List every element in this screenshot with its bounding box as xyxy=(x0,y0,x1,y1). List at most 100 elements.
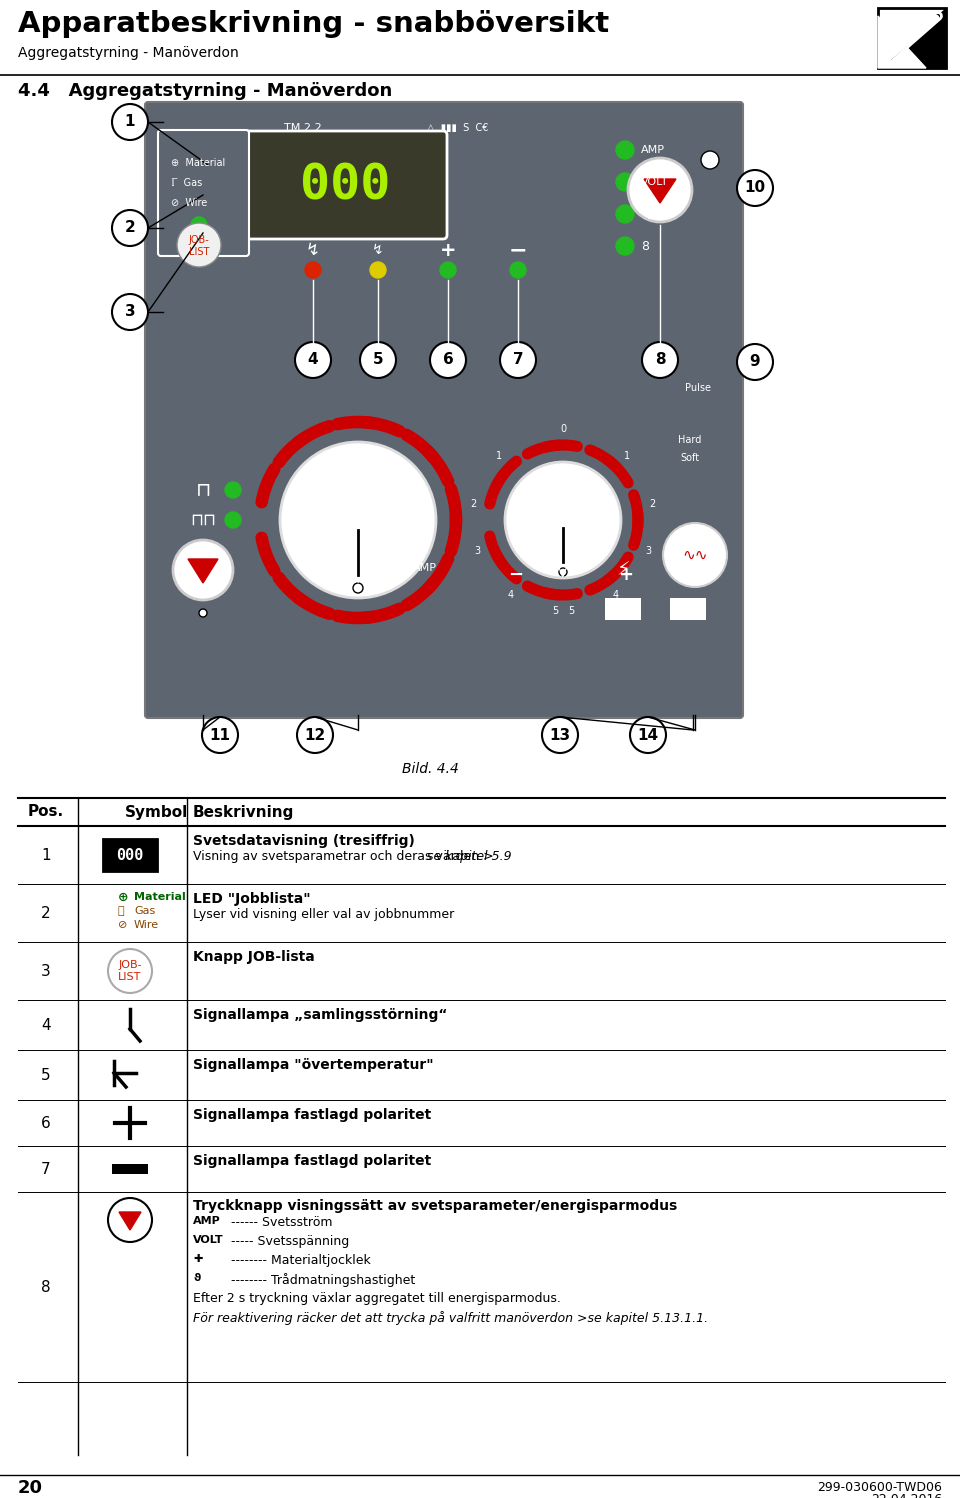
Circle shape xyxy=(616,237,634,255)
Text: 1: 1 xyxy=(125,114,135,129)
Circle shape xyxy=(112,103,148,139)
Circle shape xyxy=(177,223,221,267)
Circle shape xyxy=(642,342,678,377)
Text: ∿∿: ∿∿ xyxy=(683,547,708,563)
Circle shape xyxy=(430,342,466,377)
Text: 1: 1 xyxy=(41,848,51,863)
Circle shape xyxy=(108,1198,152,1242)
Text: 13: 13 xyxy=(549,728,570,743)
Circle shape xyxy=(202,718,238,753)
Text: 5: 5 xyxy=(567,605,574,616)
Text: 2: 2 xyxy=(125,220,135,235)
Text: JOB-: JOB- xyxy=(188,235,209,246)
Text: ⌶: ⌶ xyxy=(118,906,125,915)
Text: Signallampa „samlingsstörning“: Signallampa „samlingsstörning“ xyxy=(193,1008,447,1022)
Text: LIST: LIST xyxy=(189,247,209,258)
Text: se kapitel 5.9: se kapitel 5.9 xyxy=(427,849,512,863)
Text: ⊕  Material: ⊕ Material xyxy=(171,157,226,168)
Text: Wire: Wire xyxy=(134,920,159,930)
Text: Hard: Hard xyxy=(679,434,702,445)
Text: Gas: Gas xyxy=(134,906,156,915)
Text: ⊓⊓: ⊓⊓ xyxy=(190,511,216,529)
FancyBboxPatch shape xyxy=(878,7,946,67)
FancyBboxPatch shape xyxy=(605,598,641,620)
Text: ⊓: ⊓ xyxy=(196,481,210,499)
Text: Signallampa fastlagd polaritet: Signallampa fastlagd polaritet xyxy=(193,1109,431,1122)
Polygon shape xyxy=(188,559,218,583)
Circle shape xyxy=(616,205,634,223)
Text: Signallampa "övertemperatur": Signallampa "övertemperatur" xyxy=(193,1058,434,1073)
Text: VOLT: VOLT xyxy=(641,177,668,187)
Circle shape xyxy=(297,718,333,753)
Circle shape xyxy=(360,342,396,377)
Text: Material: Material xyxy=(134,891,185,902)
Text: 6: 6 xyxy=(443,352,453,367)
Polygon shape xyxy=(878,16,926,67)
Circle shape xyxy=(663,523,727,587)
Text: ↯: ↯ xyxy=(306,241,320,259)
Text: Knapp JOB-lista: Knapp JOB-lista xyxy=(193,950,315,965)
Text: 8: 8 xyxy=(372,574,380,587)
Polygon shape xyxy=(119,1212,141,1230)
Text: AMP: AMP xyxy=(413,563,437,574)
Text: 000: 000 xyxy=(300,160,390,210)
Circle shape xyxy=(191,217,207,234)
Circle shape xyxy=(440,262,456,279)
Text: AMP: AMP xyxy=(641,145,665,154)
Text: △  ▮▮▮  S  C€: △ ▮▮▮ S C€ xyxy=(427,123,489,133)
Text: 12: 12 xyxy=(304,728,325,743)
Text: Beskrivning: Beskrivning xyxy=(193,804,295,819)
Text: För reaktivering räcker det att trycka på valfritt manöverdon >se kapitel 5.13.1: För reaktivering räcker det att trycka p… xyxy=(193,1311,708,1324)
Text: Pos.: Pos. xyxy=(28,804,64,819)
Text: 11: 11 xyxy=(209,728,230,743)
Text: LIST: LIST xyxy=(118,972,142,983)
Circle shape xyxy=(305,262,321,279)
Text: -------- Materialtjocklek: -------- Materialtjocklek xyxy=(227,1254,371,1267)
Text: 0: 0 xyxy=(560,424,566,434)
Text: 4: 4 xyxy=(612,590,618,599)
Text: Visning av svetsparametrar och deras värden >: Visning av svetsparametrar och deras vär… xyxy=(193,849,493,863)
Text: 000: 000 xyxy=(116,848,144,863)
Text: +: + xyxy=(440,241,456,259)
Text: 5: 5 xyxy=(372,352,383,367)
FancyBboxPatch shape xyxy=(670,598,706,620)
Text: 4: 4 xyxy=(508,590,514,599)
Circle shape xyxy=(108,950,152,993)
Text: 7: 7 xyxy=(41,1161,51,1176)
Text: ⊘: ⊘ xyxy=(118,920,128,930)
Text: Symbol: Symbol xyxy=(125,804,188,819)
Text: V: V xyxy=(559,566,567,580)
Text: Bild. 4.4: Bild. 4.4 xyxy=(401,762,459,776)
Circle shape xyxy=(225,512,241,527)
Text: 3: 3 xyxy=(125,304,135,319)
Text: JOB-: JOB- xyxy=(118,960,142,971)
Circle shape xyxy=(280,442,436,598)
Polygon shape xyxy=(878,7,946,67)
Text: 14: 14 xyxy=(637,728,659,743)
Text: +: + xyxy=(618,566,633,584)
Circle shape xyxy=(295,342,331,377)
Circle shape xyxy=(559,568,567,577)
Text: ⚡: ⚡ xyxy=(616,560,630,580)
Text: LED "Jobblista": LED "Jobblista" xyxy=(193,891,311,906)
Text: Tryckknapp visningssätt av svetsparameter/energisparmodus: Tryckknapp visningssätt av svetsparamete… xyxy=(193,1198,677,1213)
Text: VOLT: VOLT xyxy=(193,1234,224,1245)
Text: Lyser vid visning eller val av jobbnummer: Lyser vid visning eller val av jobbnumme… xyxy=(193,908,454,921)
Circle shape xyxy=(542,718,578,753)
Circle shape xyxy=(505,461,621,578)
Text: ℾ  Gas: ℾ Gas xyxy=(171,178,203,189)
Text: TM 2.2: TM 2.2 xyxy=(284,123,322,133)
Text: −: − xyxy=(509,240,527,261)
Text: 8: 8 xyxy=(41,1279,51,1294)
Text: 2: 2 xyxy=(41,905,51,920)
Text: 3: 3 xyxy=(41,963,51,978)
Text: 5: 5 xyxy=(552,605,558,616)
FancyBboxPatch shape xyxy=(158,130,249,256)
Text: 7: 7 xyxy=(513,352,523,367)
Circle shape xyxy=(510,262,526,279)
Text: 20: 20 xyxy=(18,1479,43,1497)
Text: ⊘  Wire: ⊘ Wire xyxy=(171,198,207,208)
Text: Efter 2 s tryckning växlar aggregatet till energisparmodus.: Efter 2 s tryckning växlar aggregatet ti… xyxy=(193,1291,561,1305)
Text: ⊕: ⊕ xyxy=(118,890,129,903)
Text: 6: 6 xyxy=(41,1116,51,1131)
